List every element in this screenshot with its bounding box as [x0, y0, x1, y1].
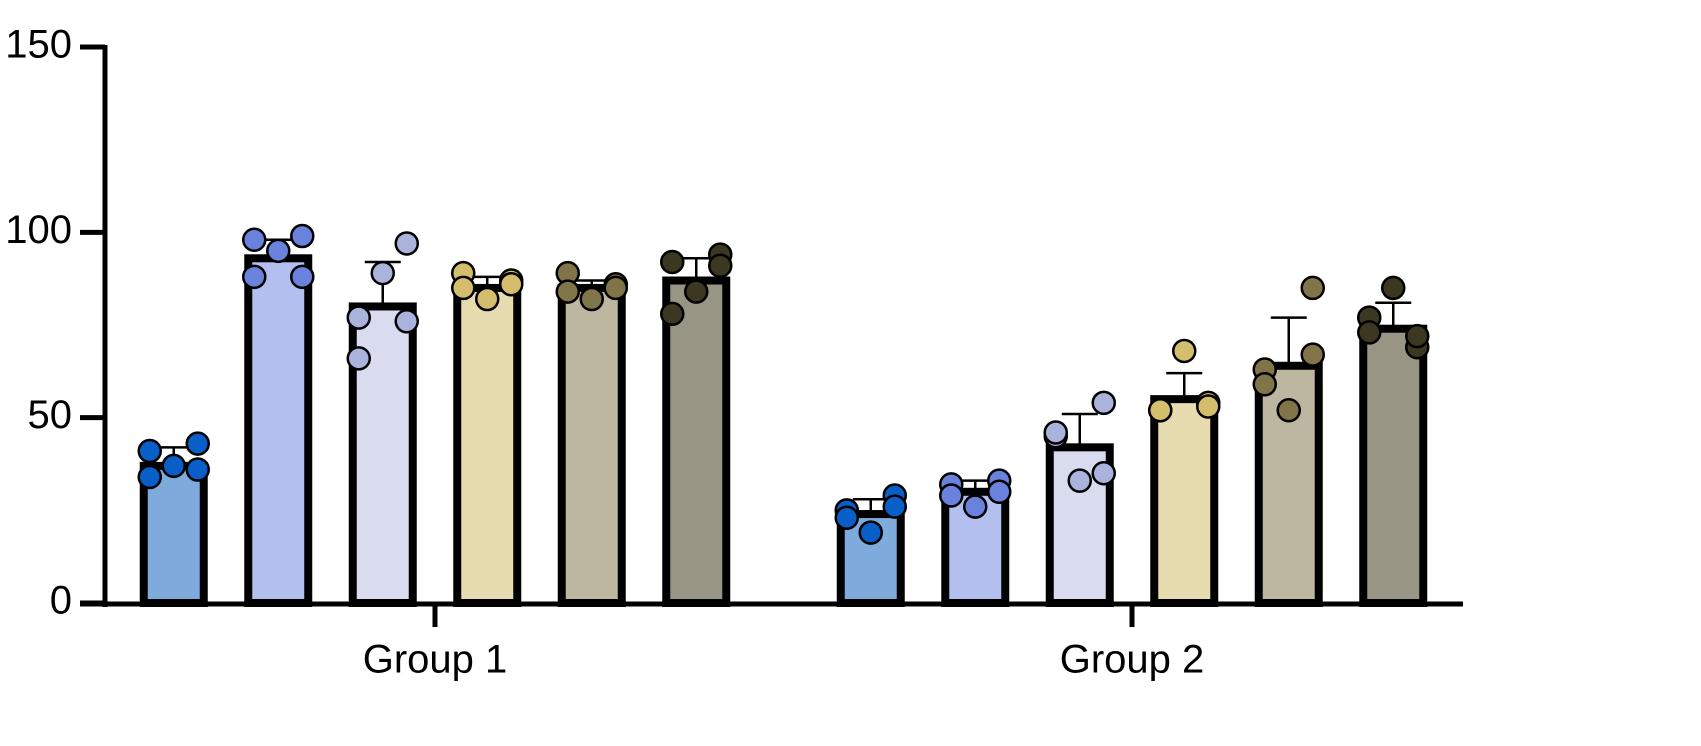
data-point — [185, 457, 210, 482]
data-point — [660, 301, 685, 327]
data-point — [394, 231, 419, 256]
data-point — [290, 223, 315, 249]
data-point — [266, 238, 291, 264]
x-tick-label: Group 1 — [363, 638, 508, 682]
data-point — [1381, 275, 1406, 301]
data-point — [475, 286, 500, 312]
x-tick-label: Group 2 — [1060, 638, 1205, 682]
data-point — [1357, 320, 1382, 345]
y-tick-label: 150 — [5, 23, 72, 67]
data-point — [579, 286, 604, 312]
y-tick-label: 100 — [5, 208, 72, 252]
bar — [662, 276, 731, 607]
data-point — [346, 346, 371, 371]
data-point — [963, 494, 988, 519]
data-point — [858, 520, 883, 545]
data-point — [684, 279, 709, 304]
bar — [1359, 324, 1428, 607]
data-point — [161, 453, 186, 479]
data-point — [1196, 394, 1221, 419]
data-point — [1276, 398, 1301, 423]
data-point — [1300, 275, 1325, 301]
y-tick-label: 0 — [50, 579, 72, 623]
data-point — [1252, 372, 1277, 397]
data-point — [834, 505, 859, 530]
bar — [244, 254, 313, 607]
data-point — [939, 483, 964, 508]
data-point — [660, 249, 685, 275]
data-point — [499, 271, 524, 297]
bar — [139, 461, 208, 607]
data-point — [346, 305, 371, 330]
data-point — [185, 431, 210, 456]
data-point — [708, 253, 733, 278]
data-point — [882, 494, 907, 519]
data-point — [242, 227, 267, 252]
data-point — [987, 479, 1012, 505]
bar — [453, 283, 522, 607]
data-point — [603, 275, 628, 301]
data-point — [370, 260, 395, 286]
data-point — [137, 464, 162, 490]
data-point — [1043, 420, 1068, 445]
data-point — [1067, 468, 1092, 493]
data-point — [242, 264, 267, 290]
y-tick-label: 50 — [28, 393, 73, 437]
data-point — [1405, 323, 1430, 349]
data-point — [1091, 461, 1116, 486]
data-point — [555, 279, 580, 304]
data-point — [1091, 390, 1116, 416]
data-point — [1300, 342, 1325, 367]
data-point — [1172, 338, 1197, 364]
data-point — [137, 438, 162, 464]
data-point — [394, 309, 419, 334]
data-point — [290, 264, 315, 290]
bar — [557, 283, 626, 607]
bar — [1150, 395, 1219, 607]
data-point — [451, 275, 476, 301]
data-point — [1148, 398, 1173, 423]
